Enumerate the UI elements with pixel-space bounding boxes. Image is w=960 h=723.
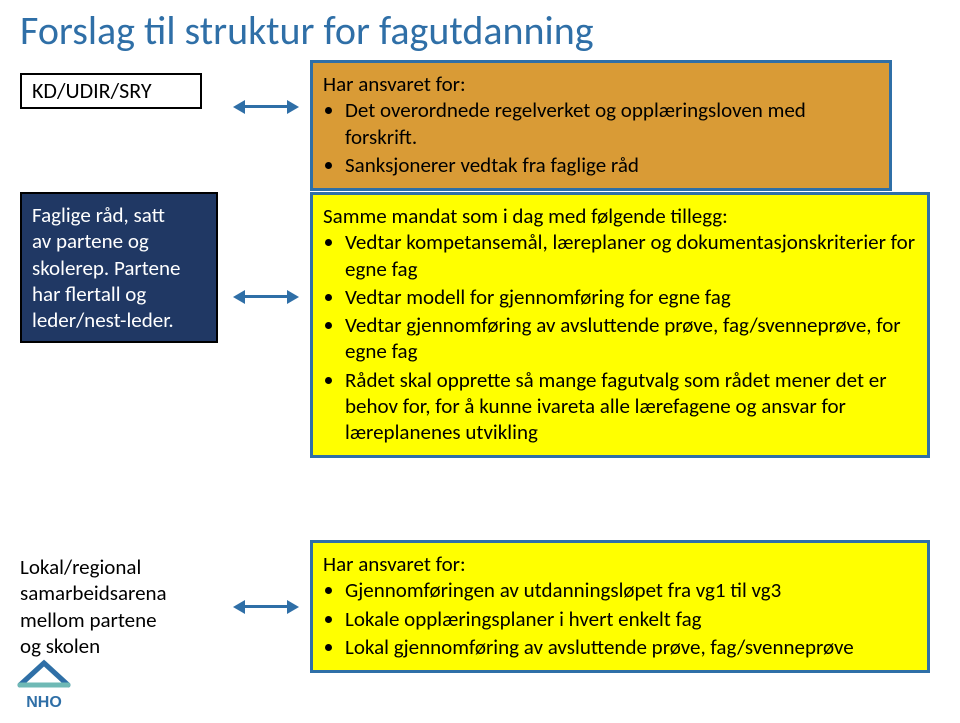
- arrow-2: [233, 290, 299, 304]
- rb2-b1: Vedtar kompetansemål, læreplaner og doku…: [345, 229, 917, 282]
- rb2-b4: Rådet skal opprette så mange fagutvalg s…: [345, 367, 917, 446]
- left-box-1-label: KD/UDIR/SRY: [32, 77, 152, 105]
- left-box-2: Faglige råd, satt av partene og skolerep…: [20, 192, 218, 343]
- rb3-b1: Gjennomføringen av utdanningsløpet fra v…: [345, 577, 917, 603]
- lb2-l4: har flertall og: [32, 281, 206, 307]
- rb1-b1: Det overordnede regelverket og opplæring…: [345, 97, 879, 150]
- lb3-l4: og skolen: [20, 633, 220, 659]
- rb2-b2: Vedtar modell for gjennomføring for egne…: [345, 284, 917, 310]
- lb2-l1: Faglige råd, satt: [32, 202, 206, 228]
- right-box-2: Samme mandat som i dag med følgende till…: [310, 192, 930, 458]
- rb1-lead: Har ansvaret for:: [323, 71, 879, 97]
- rb2-b3: Vedtar gjennomføring av avsluttende prøv…: [345, 312, 917, 365]
- left-box-3: Lokal/regional samarbeidsarena mellom pa…: [20, 554, 220, 659]
- arrow-3: [233, 600, 299, 614]
- rb1-b2: Sanksjonerer vedtak fra faglige råd: [345, 152, 879, 178]
- right-box-3: Har ansvaret for: Gjennomføringen av utd…: [310, 540, 930, 673]
- rb3-b2: Lokale opplæringsplaner i hvert enkelt f…: [345, 606, 917, 632]
- lb2-l3: skolerep. Partene: [32, 255, 206, 281]
- nho-logo: NHO: [14, 657, 74, 713]
- svg-text:NHO: NHO: [26, 694, 62, 711]
- arrow-1: [233, 100, 299, 114]
- right-box-1: Har ansvaret for: Det overordnede regelv…: [310, 60, 892, 191]
- rb2-lead: Samme mandat som i dag med følgende till…: [323, 203, 917, 229]
- lb3-l3: mellom partene: [20, 607, 220, 633]
- lb2-l5: leder/nest-leder.: [32, 307, 206, 333]
- lb3-l2: samarbeidsarena: [20, 580, 220, 606]
- rb3-b3: Lokal gjennomføring av avsluttende prøve…: [345, 634, 917, 660]
- page-title: Forslag til struktur for fagutdanning: [20, 6, 594, 55]
- left-box-1: KD/UDIR/SRY: [20, 73, 202, 109]
- rb3-lead: Har ansvaret for:: [323, 551, 917, 577]
- lb2-l2: av partene og: [32, 228, 206, 254]
- lb3-l1: Lokal/regional: [20, 554, 220, 580]
